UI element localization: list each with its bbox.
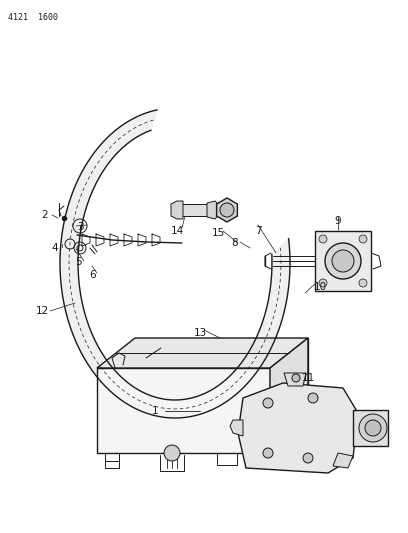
Text: 9: 9 bbox=[335, 216, 341, 226]
Circle shape bbox=[220, 203, 234, 217]
Circle shape bbox=[319, 279, 327, 287]
Polygon shape bbox=[207, 201, 219, 219]
Text: 2: 2 bbox=[42, 210, 48, 220]
Circle shape bbox=[263, 398, 273, 408]
Text: 8: 8 bbox=[232, 238, 238, 248]
Polygon shape bbox=[284, 373, 306, 386]
Polygon shape bbox=[315, 231, 371, 291]
Polygon shape bbox=[171, 201, 183, 219]
Polygon shape bbox=[333, 453, 353, 468]
Polygon shape bbox=[230, 420, 243, 436]
Circle shape bbox=[359, 235, 367, 243]
Circle shape bbox=[319, 235, 327, 243]
Text: 7: 7 bbox=[255, 226, 261, 236]
Text: 5: 5 bbox=[75, 257, 81, 267]
Polygon shape bbox=[97, 338, 308, 368]
Circle shape bbox=[303, 453, 313, 463]
Text: 11: 11 bbox=[302, 373, 315, 383]
Polygon shape bbox=[238, 383, 358, 473]
Circle shape bbox=[308, 393, 318, 403]
Polygon shape bbox=[177, 204, 207, 216]
Polygon shape bbox=[97, 368, 270, 453]
Text: 4121  1600: 4121 1600 bbox=[8, 13, 58, 22]
Circle shape bbox=[359, 414, 387, 442]
Circle shape bbox=[332, 250, 354, 272]
Circle shape bbox=[359, 279, 367, 287]
Circle shape bbox=[263, 448, 273, 458]
Polygon shape bbox=[217, 198, 237, 222]
Text: 10: 10 bbox=[313, 282, 326, 292]
Polygon shape bbox=[353, 410, 388, 446]
Text: 14: 14 bbox=[171, 226, 184, 236]
Text: 12: 12 bbox=[35, 306, 49, 316]
Circle shape bbox=[164, 445, 180, 461]
Circle shape bbox=[365, 420, 381, 436]
Text: 3: 3 bbox=[77, 222, 83, 232]
Circle shape bbox=[325, 243, 361, 279]
Text: 4: 4 bbox=[52, 243, 58, 253]
Text: 1: 1 bbox=[152, 406, 158, 416]
Text: 15: 15 bbox=[211, 228, 225, 238]
Text: 6: 6 bbox=[90, 270, 96, 280]
Polygon shape bbox=[60, 110, 290, 418]
Polygon shape bbox=[270, 338, 308, 453]
Text: 13: 13 bbox=[193, 328, 206, 338]
Circle shape bbox=[292, 374, 300, 382]
